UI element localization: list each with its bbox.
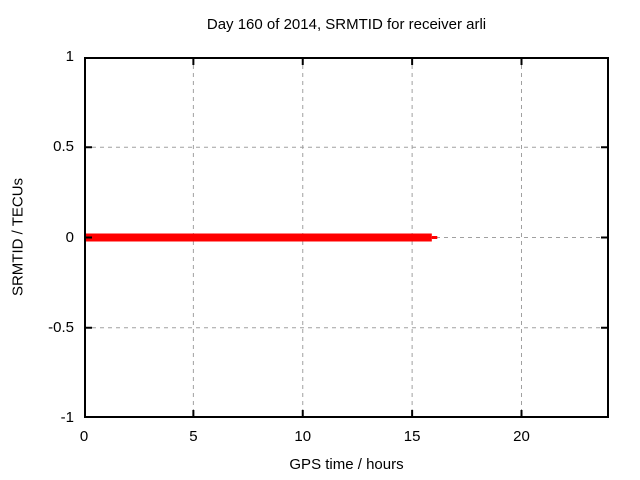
y-tick-label--1: -1 (60, 409, 74, 426)
x-tick-label-0: 0 (79, 428, 89, 445)
x-tick-label-20: 20 (513, 428, 530, 445)
x-tick-label-15: 15 (403, 428, 421, 445)
x-axis-label: GPS time / hours (289, 456, 404, 473)
x-tick-label-10: 10 (294, 428, 312, 445)
plot-canvas (83, 56, 609, 419)
plot-area (83, 56, 609, 419)
x-tick-label-5: 5 (189, 428, 198, 445)
chart-title: Day 160 of 2014, SRMTID for receiver arl… (206, 16, 487, 33)
y-tick-label-1: 1 (65, 48, 74, 65)
y-tick-label--0.5: -0.5 (48, 318, 74, 336)
y-tick-label-0.5: 0.5 (53, 138, 74, 156)
y-tick-label-0: 0 (65, 228, 74, 246)
